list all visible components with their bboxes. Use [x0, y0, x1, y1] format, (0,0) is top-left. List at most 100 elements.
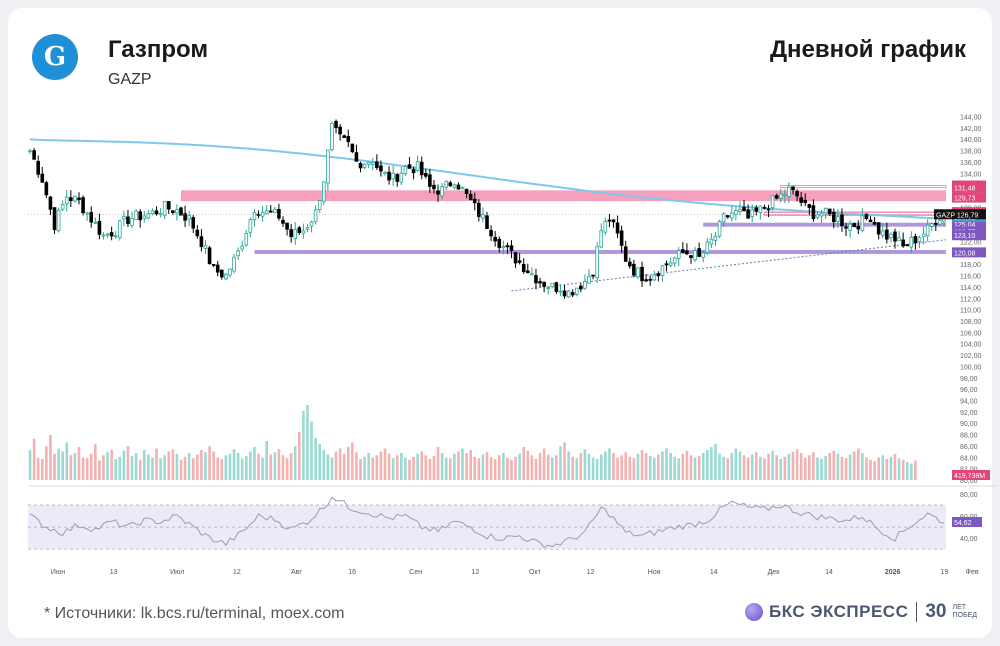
volume-bar: [244, 456, 248, 480]
volume-bar: [98, 460, 101, 480]
candle-body: [154, 210, 159, 215]
volume-bar: [383, 448, 387, 480]
candle-body: [191, 217, 196, 229]
candle-body: [799, 197, 803, 203]
y-tick-label: 88,00: [960, 433, 978, 440]
x-tick-label: Окт: [529, 569, 542, 576]
volume-bar: [865, 457, 868, 480]
volume-bar: [730, 453, 734, 480]
y-tick-label: 86,00: [960, 444, 978, 451]
volume-bar: [493, 459, 497, 480]
volume-bar: [595, 459, 599, 480]
candle-body: [501, 246, 506, 249]
candle-body: [497, 238, 502, 248]
x-tick-label: 19: [940, 569, 948, 576]
volume-bar: [253, 447, 256, 480]
volume-bar: [542, 448, 546, 480]
candle-body: [509, 245, 514, 251]
volume-bar: [848, 454, 852, 480]
volume-bar: [534, 459, 538, 480]
candle-body: [619, 230, 624, 246]
candle-body: [109, 232, 114, 237]
candle-body: [542, 281, 546, 287]
rsi-value-label: 54,62: [954, 520, 972, 527]
candle-body: [481, 214, 485, 219]
brand-name: БКС ЭКСПРЕСС: [769, 602, 909, 621]
volume-bar: [526, 450, 530, 480]
y-tick-label: 84,00: [960, 455, 978, 462]
volume-bar: [681, 453, 685, 480]
y-tick-label: 108,00: [960, 319, 982, 326]
support-zone-upper: [703, 222, 946, 227]
volume-bar: [742, 455, 746, 480]
x-tick-label: Июн: [51, 569, 65, 576]
candle-body: [81, 197, 85, 214]
chart-svg[interactable]: 144,00142,00140,00138,00136,00134,00132,…: [16, 108, 1000, 588]
candle-body: [766, 208, 771, 211]
volume-bar: [563, 442, 566, 480]
volume-bar: [404, 457, 407, 480]
volume-bar: [45, 446, 48, 480]
volume-bar: [395, 455, 399, 480]
volume-bar: [714, 444, 717, 480]
volume-bar: [155, 448, 158, 480]
candle-body: [452, 184, 457, 188]
support-zone-lower: [254, 249, 946, 254]
volume-bar: [485, 452, 489, 480]
candle-body: [126, 216, 130, 224]
company-name: Газпром: [108, 36, 209, 63]
candle-body: [840, 214, 844, 227]
volume-bar: [604, 451, 607, 480]
candle-body: [885, 229, 889, 240]
candle-body: [472, 198, 477, 204]
price-chart[interactable]: 144,00142,00140,00138,00136,00134,00132,…: [16, 108, 1000, 588]
candle-body: [717, 221, 722, 237]
volume-bar: [559, 446, 562, 480]
candle-body: [668, 262, 673, 266]
candle-body: [750, 209, 754, 217]
candle-body: [48, 196, 53, 210]
candle-body: [395, 174, 400, 182]
candle-body: [803, 199, 808, 204]
candle-body: [709, 238, 714, 245]
resistance-level-label-bg: [952, 192, 986, 203]
candle-body: [171, 210, 175, 214]
volume-bar: [644, 453, 648, 480]
volume-bar: [453, 453, 456, 480]
y-tick-label: 138,00: [960, 149, 982, 156]
candle-body: [366, 161, 371, 165]
volume-bar: [261, 457, 264, 480]
volume-bar: [579, 453, 583, 480]
candle-body: [203, 245, 208, 249]
volume-bar: [791, 451, 795, 480]
candle-body: [730, 212, 734, 219]
candle-body: [211, 264, 216, 266]
candle-body: [701, 252, 706, 258]
candle-body: [330, 123, 334, 150]
candle-body: [122, 216, 126, 220]
volume-bar: [799, 453, 803, 480]
volume-bar: [40, 459, 44, 480]
candle-body: [485, 215, 489, 229]
volume-label: 419,738M: [954, 473, 985, 480]
candle-body: [521, 263, 526, 273]
volume-bar: [873, 461, 876, 480]
volume-bar: [481, 454, 485, 480]
candle-body: [823, 207, 828, 214]
candle-body: [505, 245, 510, 248]
volume-bar: [914, 460, 917, 480]
candle-body: [64, 196, 69, 205]
last-price-label: GAZP 126,79: [936, 212, 978, 219]
candle-body: [934, 223, 938, 225]
candle-body: [448, 182, 453, 187]
y-tick-label: 94,00: [960, 398, 978, 405]
candle-body: [783, 194, 787, 196]
candle-body: [844, 226, 848, 229]
candle-body: [281, 219, 285, 224]
volume-bar: [803, 457, 807, 480]
candle-body: [489, 229, 493, 237]
candle-body: [738, 209, 742, 212]
volume-bar: [293, 446, 297, 480]
candle-body: [252, 212, 257, 221]
candle-body: [183, 213, 187, 221]
